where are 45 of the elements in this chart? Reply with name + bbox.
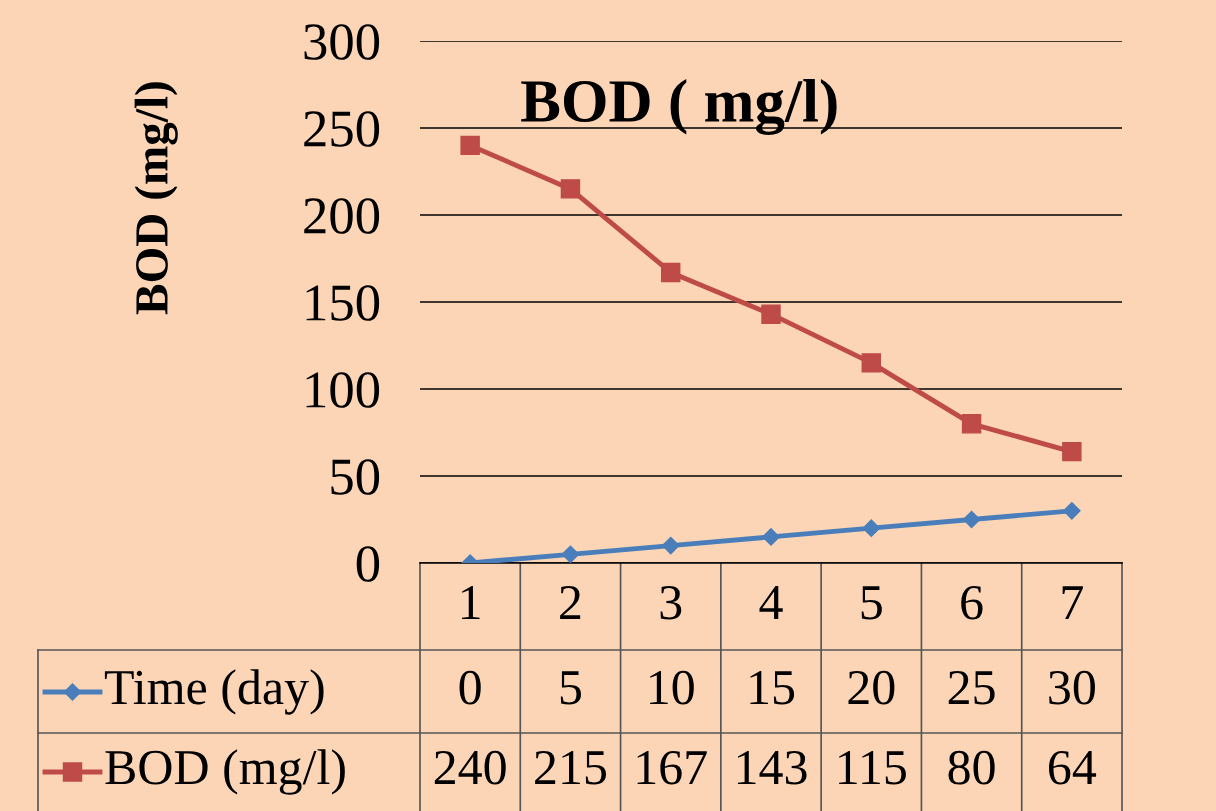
data-label: 10: [650, 670, 694, 705]
y-tick-label: 200: [304, 198, 380, 234]
point: [460, 135, 480, 156]
data-label: 0: [459, 670, 481, 705]
point: [561, 545, 580, 563]
data-label: 167: [637, 750, 707, 785]
x-tick-label: 3: [660, 585, 682, 620]
y-tick-label: 150: [306, 285, 380, 321]
data-label: 20: [848, 670, 895, 705]
point: [961, 414, 982, 434]
y-tick-label: 100: [306, 372, 380, 408]
data-label: 115: [839, 751, 906, 785]
data-label: 143: [737, 750, 807, 785]
point: [861, 353, 882, 373]
legend-label: BOD (mg/l): [105, 749, 345, 795]
point: [962, 510, 981, 529]
point: [862, 519, 881, 537]
data-label: 30: [1049, 670, 1095, 705]
data-label: 5: [560, 671, 581, 705]
x-tick-label: 1: [462, 586, 480, 620]
text: BOD ( mg/l): [521, 79, 837, 135]
x-tick-label: 2: [560, 585, 581, 620]
data-label: 240: [434, 750, 506, 785]
legend-label: Time (day): [104, 669, 324, 715]
point: [1062, 441, 1082, 462]
y-tick-label: 300: [304, 24, 380, 60]
data-label: 15: [750, 671, 795, 705]
point: [761, 304, 781, 324]
y-tick-label: 250: [304, 111, 380, 147]
y-tick-label: 0: [356, 546, 380, 582]
x-tick-label: 5: [861, 586, 882, 620]
point: [560, 179, 581, 199]
data-label: 25: [948, 670, 995, 705]
point: [660, 262, 681, 283]
x-tick-label: 4: [759, 586, 783, 620]
point: [661, 536, 680, 555]
y-tick-label: 50: [331, 459, 380, 495]
x-tick-label: 7: [1062, 586, 1083, 620]
x-tick-label: 6: [961, 585, 983, 620]
data-label: 80: [948, 750, 995, 785]
point: [762, 528, 780, 546]
y-axis-title: BOD (mg/l): [134, 82, 178, 315]
point: [1063, 502, 1081, 520]
data-label: 215: [535, 750, 606, 785]
data-label: 64: [1049, 750, 1097, 785]
